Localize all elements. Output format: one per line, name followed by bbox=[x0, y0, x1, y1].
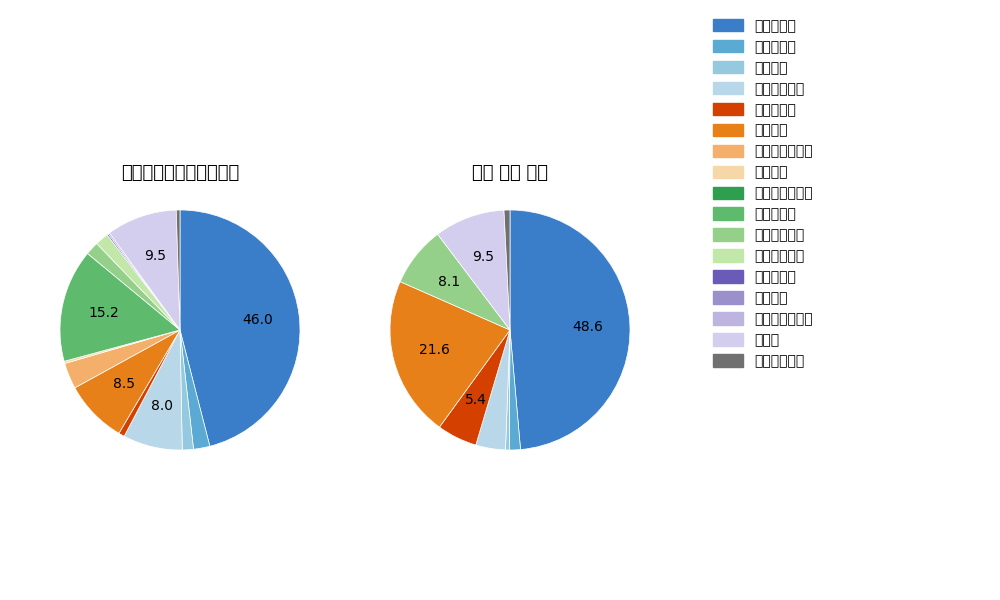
Wedge shape bbox=[176, 210, 180, 330]
Text: 5.4: 5.4 bbox=[465, 393, 486, 407]
Wedge shape bbox=[505, 330, 510, 450]
Wedge shape bbox=[476, 330, 510, 450]
Text: 8.0: 8.0 bbox=[151, 399, 173, 413]
Wedge shape bbox=[124, 330, 182, 450]
Text: 9.5: 9.5 bbox=[144, 249, 166, 263]
Text: 48.6: 48.6 bbox=[572, 320, 603, 334]
Wedge shape bbox=[510, 210, 630, 449]
Text: 8.5: 8.5 bbox=[113, 377, 135, 391]
Wedge shape bbox=[438, 210, 510, 330]
Title: 田宮 裕消 選手: 田宮 裕消 選手 bbox=[472, 164, 548, 182]
Title: パ・リーグ全プレイヤー: パ・リーグ全プレイヤー bbox=[121, 164, 239, 182]
Wedge shape bbox=[400, 234, 510, 330]
Wedge shape bbox=[439, 330, 510, 445]
Text: 8.1: 8.1 bbox=[438, 275, 460, 289]
Wedge shape bbox=[64, 330, 180, 364]
Wedge shape bbox=[108, 233, 180, 330]
Text: 9.5: 9.5 bbox=[472, 250, 494, 263]
Wedge shape bbox=[119, 330, 180, 436]
Legend: ストレート, ツーシーム, シュート, カットボール, スプリット, フォーク, チェンジアップ, シンカー, 高速スライダー, スライダー, 縦スライダー, : ストレート, ツーシーム, シュート, カットボール, スプリット, フォーク,… bbox=[713, 19, 813, 368]
Wedge shape bbox=[180, 330, 194, 450]
Wedge shape bbox=[88, 244, 180, 330]
Wedge shape bbox=[75, 330, 180, 433]
Text: 21.6: 21.6 bbox=[419, 343, 450, 358]
Wedge shape bbox=[180, 210, 300, 446]
Text: 46.0: 46.0 bbox=[242, 313, 273, 327]
Wedge shape bbox=[180, 330, 210, 449]
Wedge shape bbox=[65, 330, 180, 388]
Wedge shape bbox=[509, 330, 521, 450]
Wedge shape bbox=[109, 210, 180, 330]
Text: 15.2: 15.2 bbox=[88, 307, 119, 320]
Wedge shape bbox=[504, 210, 510, 330]
Wedge shape bbox=[107, 234, 180, 330]
Wedge shape bbox=[97, 235, 180, 330]
Wedge shape bbox=[60, 254, 180, 361]
Wedge shape bbox=[390, 281, 510, 427]
